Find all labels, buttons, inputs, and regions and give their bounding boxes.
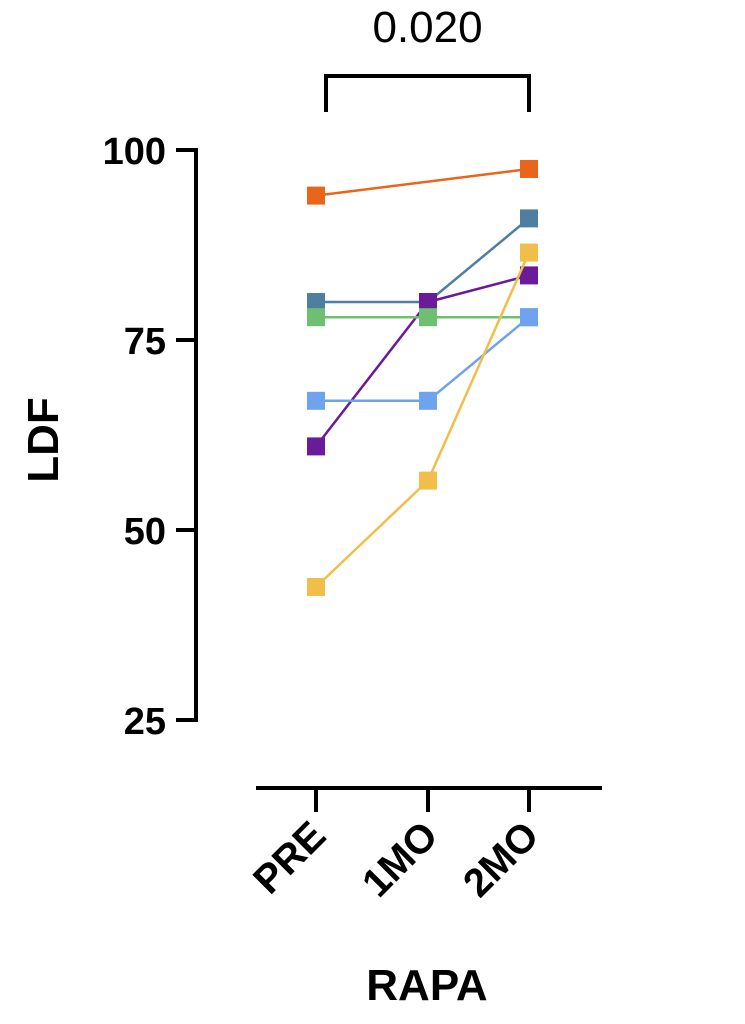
series-2 (307, 266, 538, 456)
y-tick-label: 100 (103, 131, 166, 173)
series-0 (307, 160, 538, 205)
data-point (307, 293, 325, 311)
y-tick-label: 50 (124, 511, 166, 553)
x-axis-title: RAPA (366, 961, 487, 1010)
series-4 (307, 308, 538, 410)
data-point (307, 308, 325, 327)
data-point (419, 471, 437, 490)
bracket-line (324, 74, 531, 112)
x-tick-label: PRE (245, 813, 334, 902)
data-point (307, 578, 325, 596)
data-point (307, 186, 325, 205)
series-line (315, 167, 530, 197)
series-line (316, 316, 530, 403)
y-axis-title: LDF (19, 397, 68, 483)
x-tick-label: 2MO (455, 813, 547, 905)
series-group (307, 160, 538, 596)
p-value-annotation: 0.020 (372, 3, 482, 52)
data-point (520, 308, 538, 327)
data-point (419, 391, 437, 410)
y-tick-label: 75 (124, 321, 166, 363)
series-5 (307, 243, 538, 596)
data-point (520, 160, 538, 178)
data-point (520, 209, 538, 228)
x-ticks: PRE 1MO 2MO (245, 788, 547, 906)
y-ticks: 25 50 75 100 (103, 131, 196, 743)
data-point (419, 308, 437, 327)
data-point (520, 266, 538, 285)
series-line (316, 217, 530, 304)
x-tick-label: 1MO (354, 813, 446, 905)
data-point (307, 391, 325, 410)
significance-bracket: 0.020 (324, 3, 531, 112)
data-point (307, 437, 325, 456)
data-point (520, 243, 538, 262)
data-point (419, 293, 437, 311)
y-tick-label: 25 (124, 701, 166, 743)
